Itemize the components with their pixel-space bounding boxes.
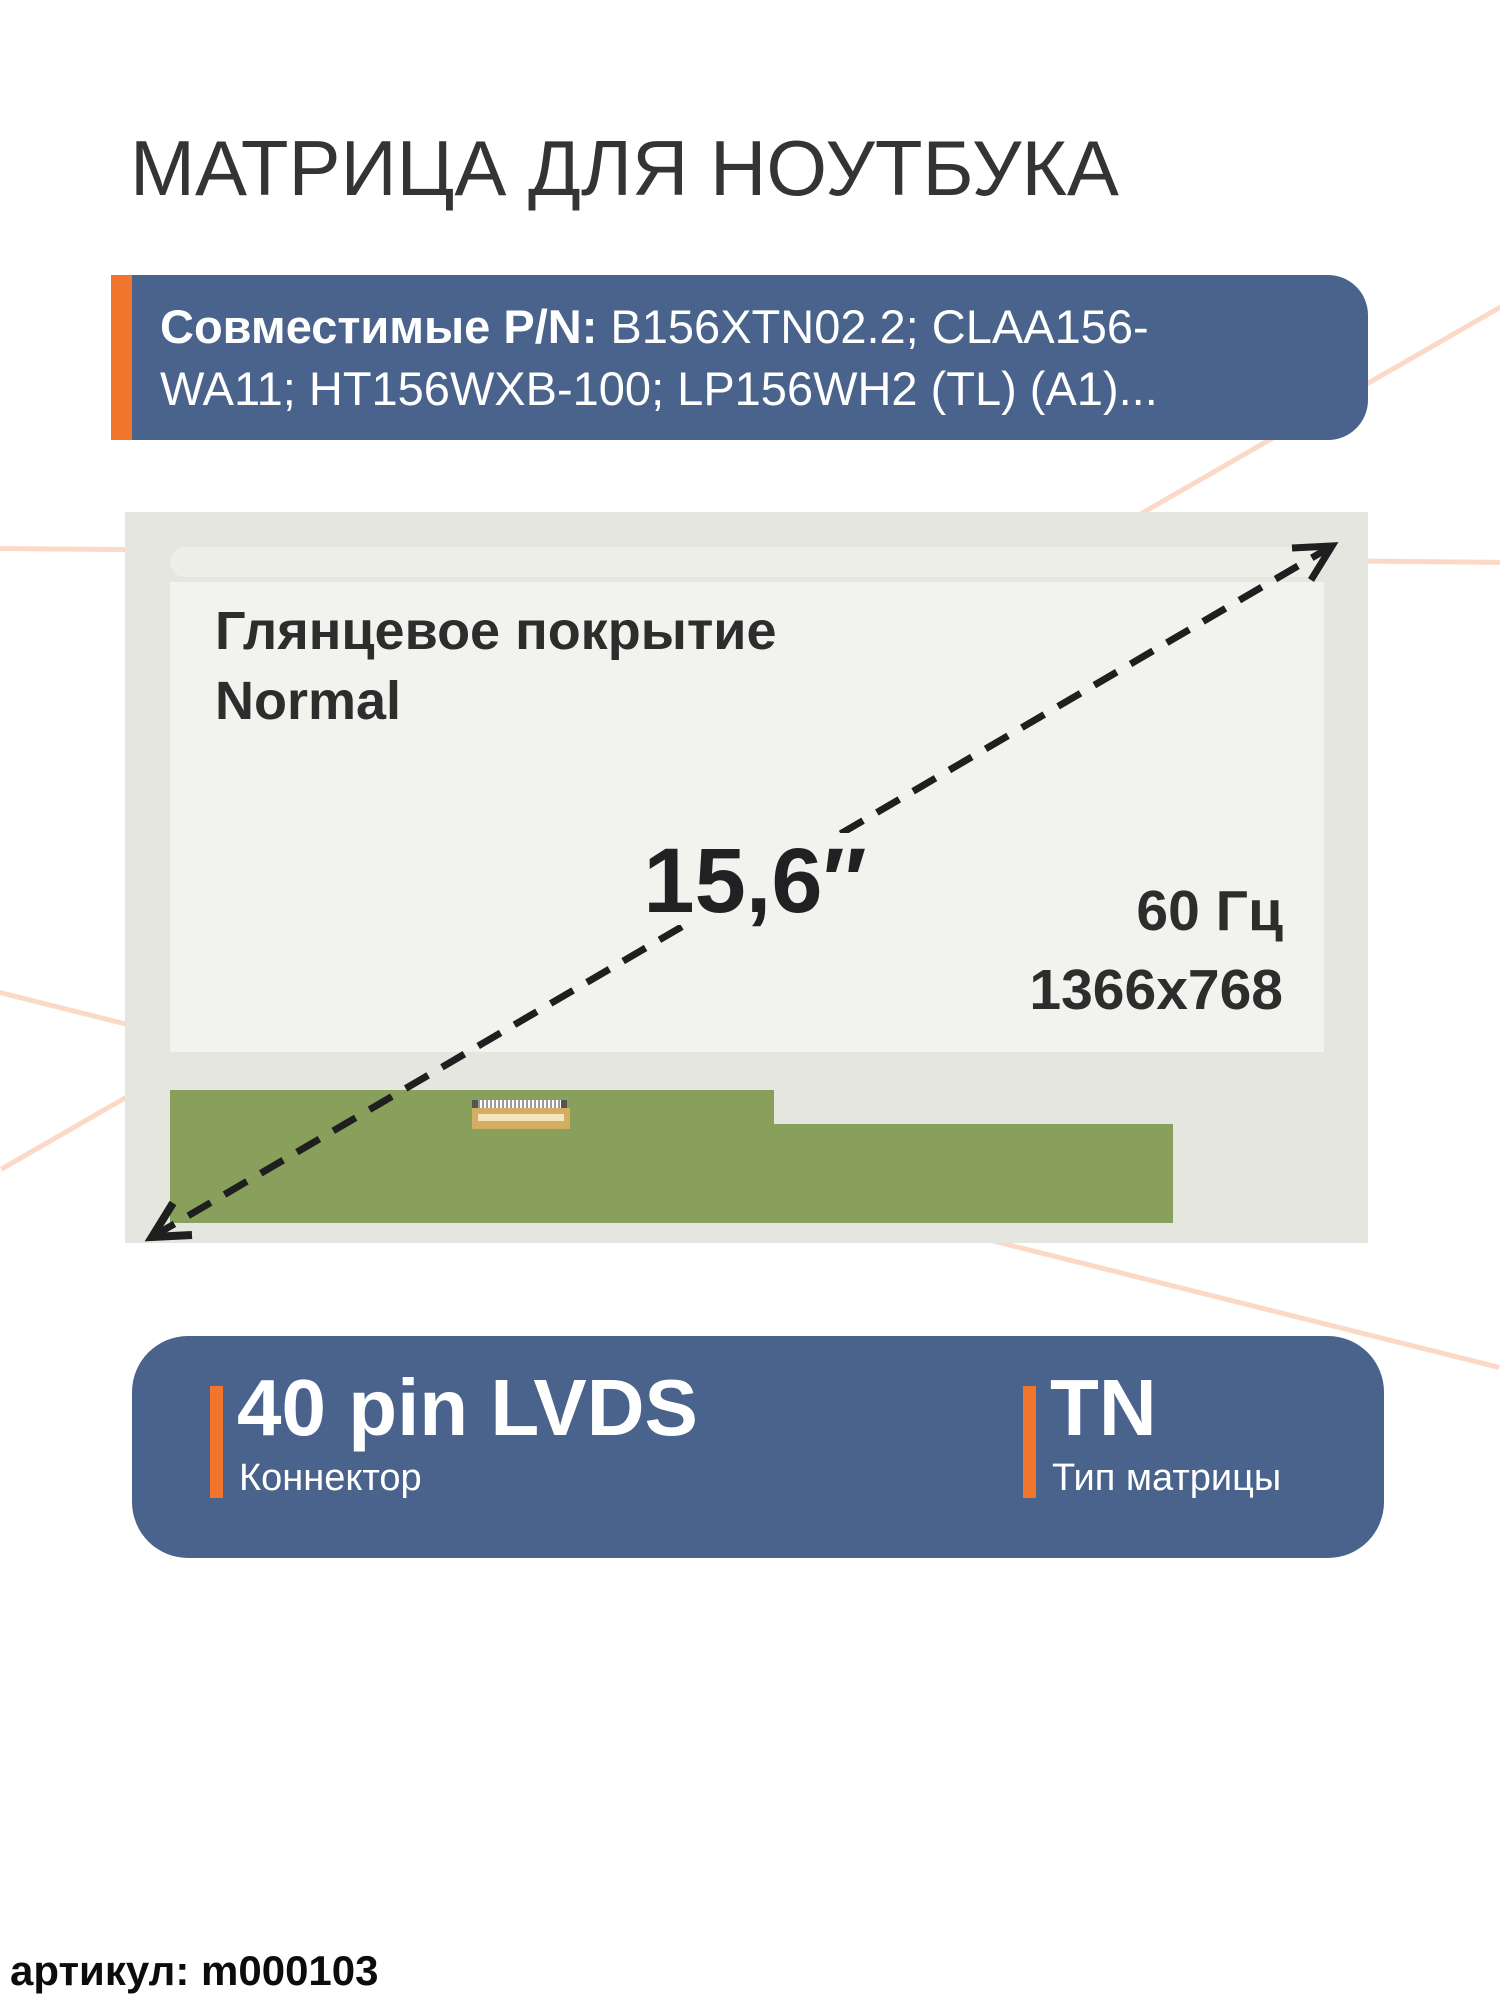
compatibility-pn-list-2: WA11; HT156WXB-100; LP156WH2 (TL) (A1)..…: [160, 361, 1158, 415]
sku-label: артикул: m000103: [10, 1947, 379, 1994]
compatibility-line1: Совместимые P/N: B156XTN02.2; CLAA156-: [160, 296, 1368, 358]
spec-matrix-type-label: Тип матрицы: [1052, 1457, 1282, 1499]
compatibility-banner: Совместимые P/N: B156XTN02.2; CLAA156- W…: [132, 275, 1368, 440]
lvds-connector-slot: [478, 1114, 564, 1121]
compatibility-accent-bar: [111, 275, 132, 440]
coating-mode: Normal: [215, 671, 402, 731]
product-panel: Глянцевое покрытие Normal 15,6″ 60 Гц 13…: [125, 512, 1368, 1243]
specs-banner: 40 pin LVDS Коннектор TN Тип матрицы: [132, 1336, 1384, 1558]
compatibility-label: Совместимые P/N:: [160, 299, 598, 353]
spec-accent-bar: [1023, 1386, 1036, 1498]
lvds-connector-body: [472, 1108, 570, 1129]
refresh-rate-label: 60 Гц: [1136, 879, 1283, 943]
panel-top-bezel: [170, 547, 1324, 577]
spec-connector-value: 40 pin LVDS: [237, 1363, 698, 1452]
resolution-label: 1366x768: [1029, 958, 1283, 1022]
coating-text: Глянцевое покрытие Normal: [215, 596, 777, 736]
spec-matrix-type-value: TN: [1050, 1363, 1157, 1452]
compatibility-pn-list-1: B156XTN02.2; CLAA156-: [597, 299, 1149, 353]
pcb-board-right: [774, 1124, 1173, 1223]
page-title: МАТРИЦА ДЛЯ НОУТБУКА: [130, 124, 1119, 212]
lvds-connector-pins: [472, 1100, 567, 1109]
spec-accent-bar: [210, 1386, 223, 1498]
spec-connector-label: Коннектор: [239, 1457, 422, 1499]
coating-type: Глянцевое покрытие: [215, 601, 777, 661]
display-stats: 60 Гц 1366x768: [1029, 872, 1283, 1030]
diagonal-size-label: 15,6″: [600, 833, 910, 929]
